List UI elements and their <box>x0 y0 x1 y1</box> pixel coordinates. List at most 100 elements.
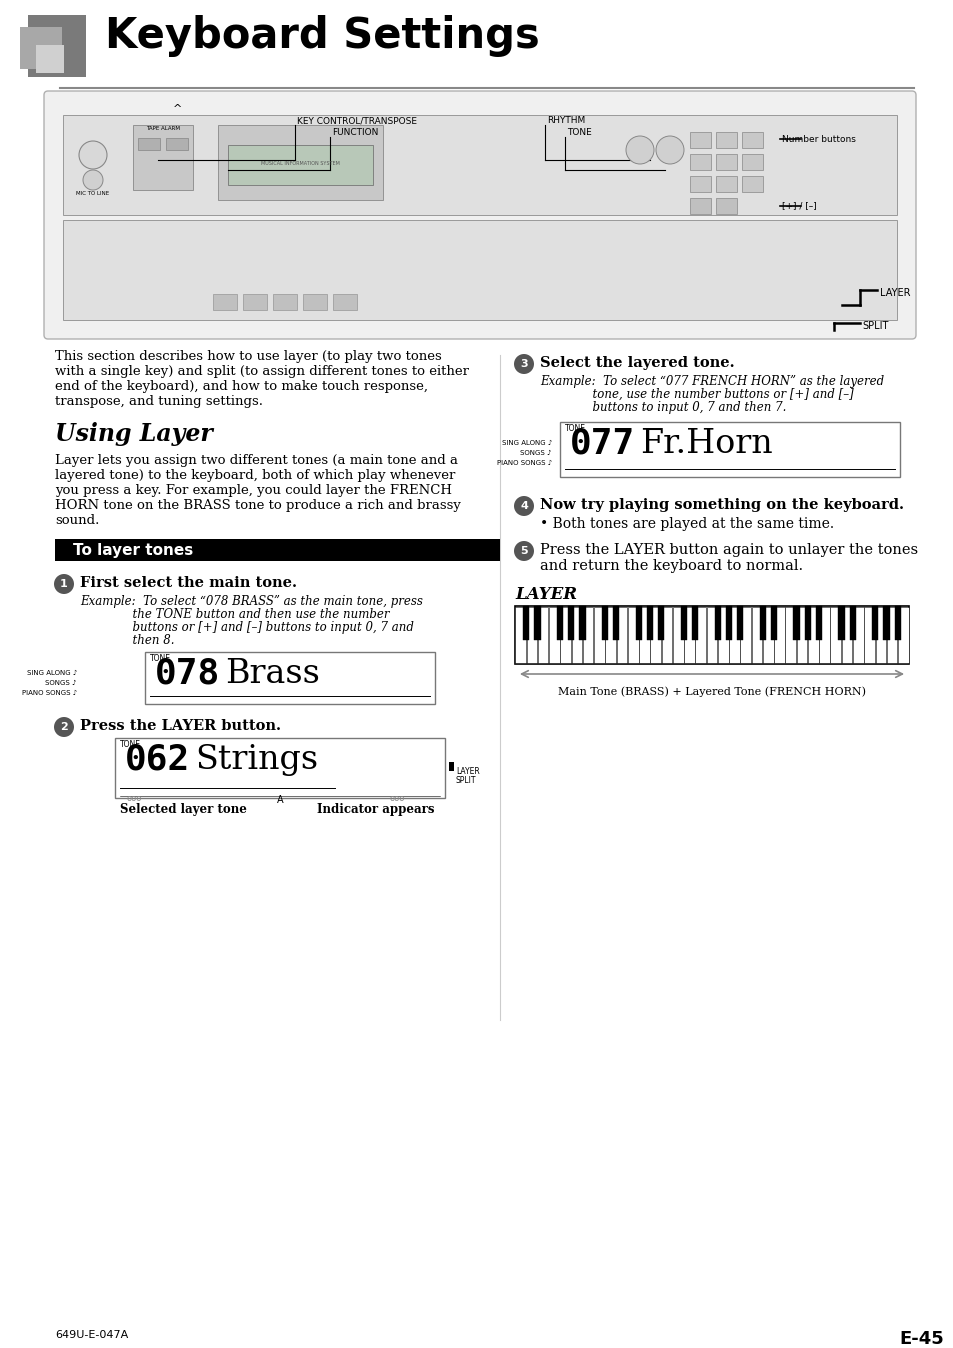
Bar <box>689 154 710 170</box>
Bar <box>689 132 710 148</box>
Text: Number buttons: Number buttons <box>781 135 855 143</box>
Bar <box>774 607 784 663</box>
Bar <box>132 125 193 190</box>
Bar <box>20 27 62 69</box>
Text: RHYTHM: RHYTHM <box>546 116 584 125</box>
Text: buttons to input 0, 7 and then 7.: buttons to input 0, 7 and then 7. <box>539 400 785 414</box>
Text: Press the LAYER button.: Press the LAYER button. <box>80 718 281 733</box>
Bar <box>716 154 737 170</box>
Bar <box>36 44 64 73</box>
Bar <box>793 607 799 640</box>
Bar <box>449 762 454 771</box>
Bar <box>658 607 663 640</box>
Text: buttons or [+] and [–] buttons to input 0, 7 and: buttons or [+] and [–] buttons to input … <box>80 621 414 634</box>
Circle shape <box>625 136 654 164</box>
Bar <box>803 607 810 640</box>
Bar <box>639 607 649 663</box>
Text: Press the LAYER button again to unlayer the tones: Press the LAYER button again to unlayer … <box>539 543 917 557</box>
FancyBboxPatch shape <box>44 92 915 338</box>
Text: Main Tone (BRASS) + Layered Tone (FRENCH HORN): Main Tone (BRASS) + Layered Tone (FRENCH… <box>558 686 865 697</box>
Text: HORN tone on the BRASS tone to produce a rich and brassy: HORN tone on the BRASS tone to produce a… <box>55 499 460 512</box>
Text: Now try playing something on the keyboard.: Now try playing something on the keyboar… <box>539 497 903 512</box>
Bar <box>228 146 373 185</box>
Bar <box>716 198 737 214</box>
Text: 3: 3 <box>519 359 527 369</box>
Bar <box>166 137 188 150</box>
Text: PIANO SONGS ♪: PIANO SONGS ♪ <box>22 690 77 696</box>
Text: Strings: Strings <box>194 744 317 776</box>
Text: TONE: TONE <box>566 128 591 137</box>
Text: LAYER: LAYER <box>456 767 479 776</box>
Bar <box>213 294 236 310</box>
Text: end of the keyboard), and how to make touch response,: end of the keyboard), and how to make to… <box>55 380 428 394</box>
Text: First select the main tone.: First select the main tone. <box>80 576 296 590</box>
Text: • Both tones are played at the same time.: • Both tones are played at the same time… <box>539 518 833 531</box>
Bar <box>689 198 710 214</box>
Bar <box>522 607 529 640</box>
Bar <box>571 607 581 663</box>
Bar <box>63 115 896 214</box>
Text: MIC: MIC <box>87 175 99 181</box>
Bar <box>145 652 435 704</box>
Bar <box>601 607 607 640</box>
Text: with a single key) and split (to assign different tones to either: with a single key) and split (to assign … <box>55 365 469 377</box>
Bar <box>819 607 829 663</box>
Bar <box>559 422 899 477</box>
Bar <box>838 607 843 640</box>
Bar <box>568 607 574 640</box>
Bar <box>871 607 878 640</box>
Bar <box>526 607 537 663</box>
Bar <box>695 607 705 663</box>
Bar <box>557 607 562 640</box>
Bar <box>243 294 267 310</box>
Bar <box>815 607 821 640</box>
Bar <box>594 607 604 663</box>
Bar <box>613 607 618 640</box>
Text: A: A <box>276 795 283 805</box>
Bar <box>616 607 627 663</box>
Text: SONGS ♪: SONGS ♪ <box>46 679 77 686</box>
Text: 649U-E-047A: 649U-E-047A <box>55 1330 128 1340</box>
Text: Example:  To select “077 FRENCH HORN” as the layered: Example: To select “077 FRENCH HORN” as … <box>539 375 883 388</box>
Bar <box>716 132 737 148</box>
Bar <box>582 607 593 663</box>
Bar <box>714 607 720 640</box>
Circle shape <box>79 142 107 168</box>
Text: This section describes how to use layer (to play two tones: This section describes how to use layer … <box>55 350 441 363</box>
Circle shape <box>54 717 74 737</box>
Bar <box>706 607 717 663</box>
Text: tone, use the number buttons or [+] and [–]: tone, use the number buttons or [+] and … <box>539 388 853 400</box>
Text: you press a key. For example, you could layer the FRENCH: you press a key. For example, you could … <box>55 484 452 497</box>
Bar <box>751 607 761 663</box>
Circle shape <box>514 355 534 373</box>
Text: 5: 5 <box>519 546 527 555</box>
Text: TONE: TONE <box>564 425 585 433</box>
Bar <box>737 607 742 640</box>
Bar <box>725 607 731 640</box>
Bar <box>534 607 540 640</box>
Text: sound.: sound. <box>55 514 99 527</box>
Text: FUNCTION: FUNCTION <box>332 128 378 137</box>
Text: TONE: TONE <box>150 654 171 663</box>
Bar <box>759 607 765 640</box>
Text: PIANO SONGS ♪: PIANO SONGS ♪ <box>497 460 552 466</box>
Bar <box>691 607 698 640</box>
Text: 062: 062 <box>125 743 190 776</box>
Text: transpose, and tuning settings.: transpose, and tuning settings. <box>55 395 263 408</box>
Text: 4: 4 <box>519 501 527 511</box>
Text: ooo: ooo <box>390 794 405 803</box>
Bar <box>661 607 672 663</box>
Circle shape <box>656 136 683 164</box>
Text: [+] / [–]: [+] / [–] <box>781 201 816 210</box>
Bar <box>875 607 885 663</box>
Bar <box>886 607 897 663</box>
Text: SING ALONG ♪: SING ALONG ♪ <box>27 670 77 675</box>
Bar <box>689 177 710 191</box>
Bar <box>273 294 296 310</box>
Bar <box>784 607 796 663</box>
Text: KEY CONTROL/TRANSPOSE: KEY CONTROL/TRANSPOSE <box>296 116 416 125</box>
Text: 1: 1 <box>60 580 68 589</box>
Bar <box>646 607 653 640</box>
Bar <box>333 294 356 310</box>
Circle shape <box>514 541 534 561</box>
